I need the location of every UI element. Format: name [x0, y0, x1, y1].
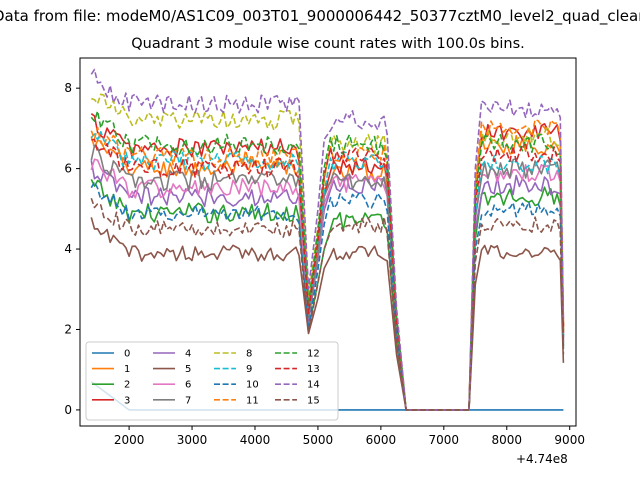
series-line-15 — [90, 197, 565, 411]
series-line-14 — [90, 68, 565, 411]
legend-label-6: 6 — [185, 380, 191, 391]
x-axis: 2000 3000 4000 5000 6000 7000 8000 9000 — [114, 426, 585, 447]
legend-label-14: 14 — [307, 380, 320, 391]
series-line-7 — [90, 144, 565, 411]
series-line-5 — [90, 217, 565, 411]
legend-label-5: 5 — [185, 364, 191, 375]
legend-label-9: 9 — [246, 364, 252, 375]
series-line-13 — [91, 138, 565, 411]
legend-label-3: 3 — [124, 395, 130, 406]
series-line-10 — [90, 181, 565, 411]
figure-suptitle: Data from file: modeM0/AS1C09_003T01_900… — [0, 7, 640, 25]
y-tick-label: 2 — [64, 322, 72, 336]
x-tick-label: 9000 — [554, 433, 585, 447]
legend-label-8: 8 — [246, 349, 252, 360]
legend-label-10: 10 — [246, 380, 259, 391]
legend-label-4: 4 — [185, 349, 191, 360]
y-tick-label: 4 — [64, 242, 72, 256]
series-line-3 — [90, 113, 565, 411]
y-axis: 0 2 4 6 8 — [64, 81, 80, 417]
legend-label-15: 15 — [307, 395, 320, 406]
legend-label-0: 0 — [124, 349, 130, 360]
legend-label-2: 2 — [124, 380, 130, 391]
x-tick-label: 4000 — [240, 433, 271, 447]
x-tick-label: 7000 — [429, 433, 460, 447]
legend-label-1: 1 — [124, 364, 130, 375]
legend-label-12: 12 — [307, 349, 320, 360]
legend-label-7: 7 — [185, 395, 191, 406]
series-line-2 — [90, 179, 565, 411]
series-line-11 — [90, 118, 565, 411]
y-tick-label: 0 — [64, 403, 72, 417]
x-tick-label: 6000 — [366, 433, 397, 447]
x-axis-offset-label: +4.74e8 — [516, 452, 568, 466]
plot-frame — [79, 57, 577, 427]
x-tick-label: 3000 — [177, 433, 208, 447]
chart-title: Quadrant 3 module wise count rates with … — [131, 36, 525, 52]
legend-label-13: 13 — [307, 364, 320, 375]
x-tick-label: 8000 — [491, 433, 522, 447]
legend-label-11: 11 — [246, 395, 259, 406]
series-line-12 — [90, 110, 565, 411]
series-line-4 — [90, 160, 565, 411]
y-tick-label: 6 — [64, 162, 72, 176]
x-tick-label: 5000 — [303, 433, 334, 447]
series-line-8 — [91, 93, 565, 411]
y-tick-label: 8 — [64, 81, 72, 95]
x-tick-label: 2000 — [114, 433, 145, 447]
series-line-1 — [90, 134, 565, 411]
